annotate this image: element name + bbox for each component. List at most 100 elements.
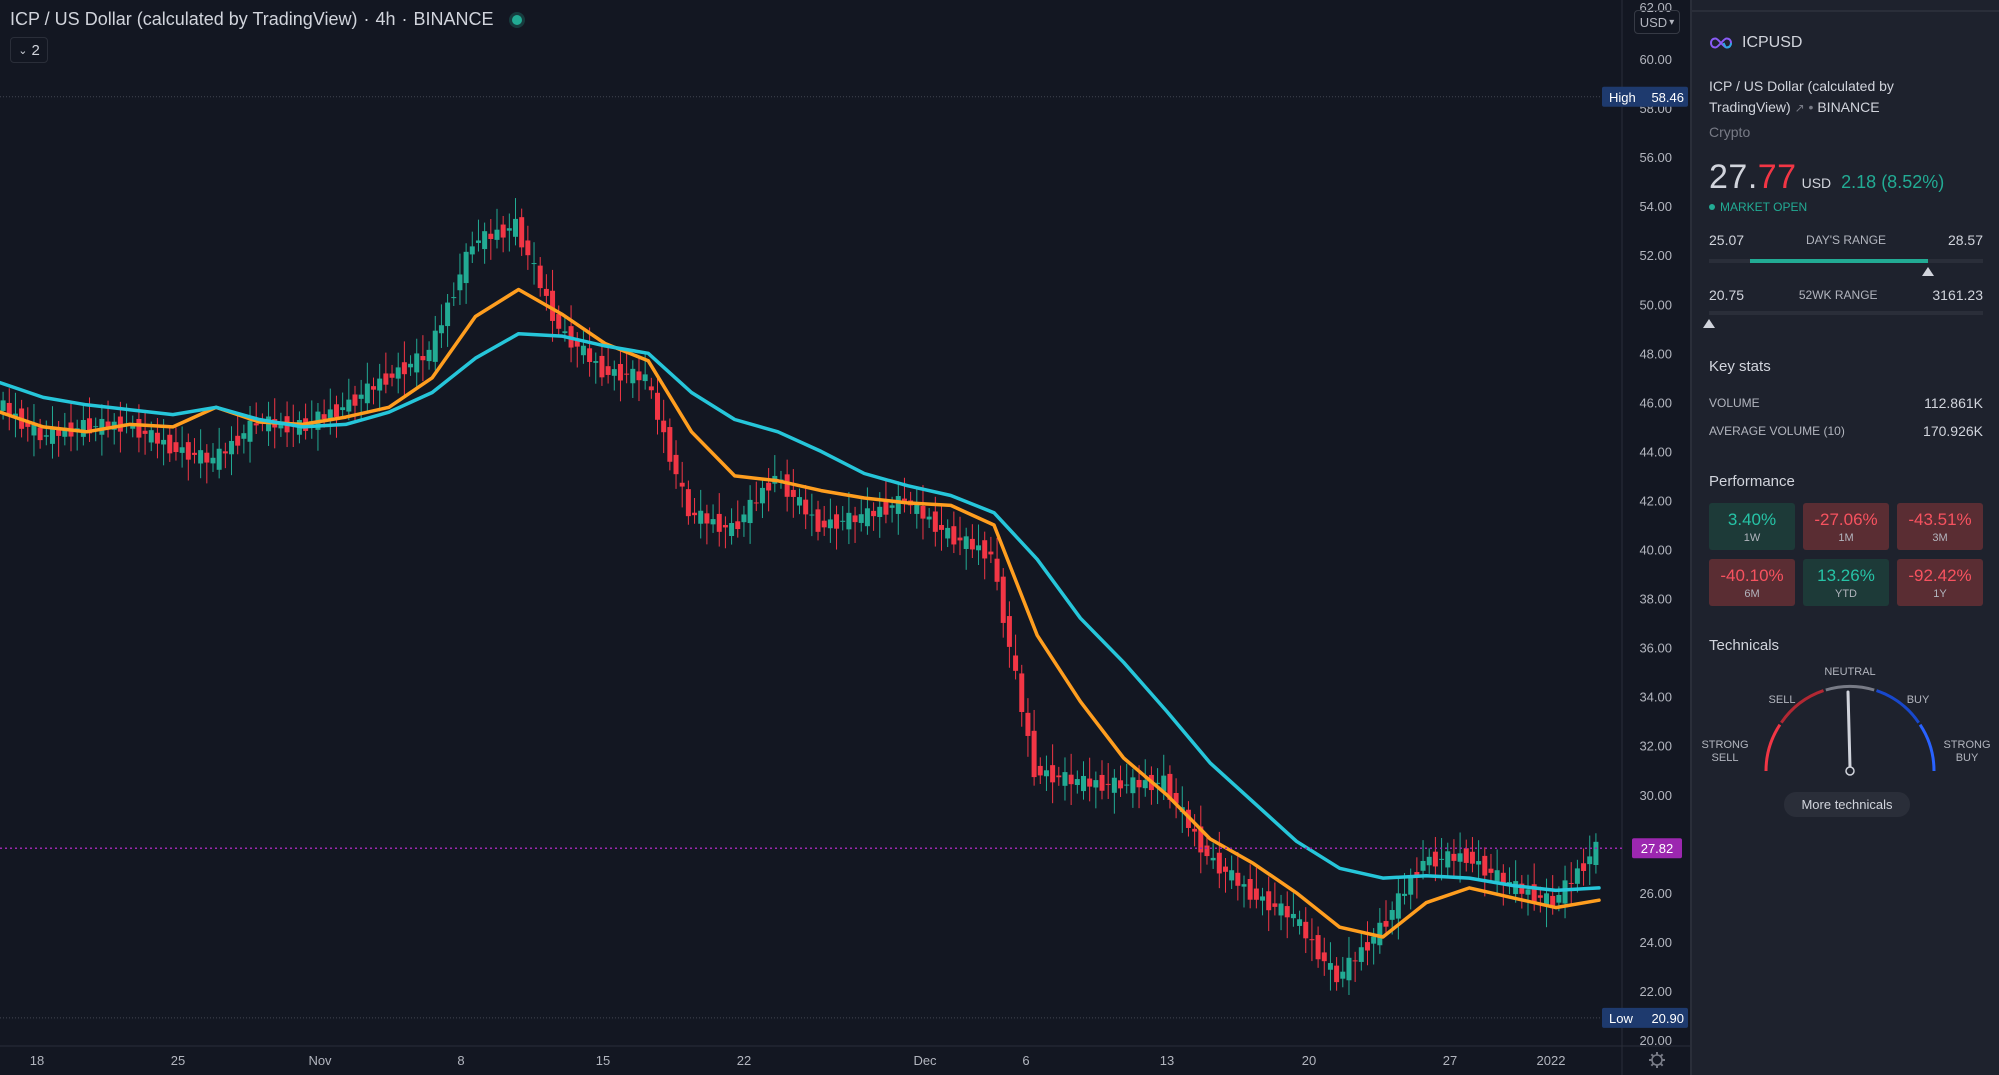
chart-legend[interactable]: ICP / US Dollar (calculated by TradingVi… xyxy=(10,9,522,30)
price-chart[interactable]: 62.0060.0058.0056.0054.0052.0050.0048.00… xyxy=(0,0,1690,1075)
candle-body xyxy=(556,314,562,329)
more-technicals-button[interactable]: More technicals xyxy=(1784,792,1910,817)
market-status-dot-icon xyxy=(511,14,522,25)
candle-body xyxy=(451,297,457,299)
candle-body xyxy=(1118,780,1124,789)
candle-body xyxy=(1229,870,1235,881)
price-axis-label: 48.00 xyxy=(1639,346,1672,361)
chart-area[interactable]: 62.00 60.00 58.00 56.00 54.00 52.00 50.00 48.00… xyxy=(0,0,1690,1075)
candle-body xyxy=(469,246,475,255)
candle-body xyxy=(1167,773,1173,800)
gear-tooth xyxy=(1659,1062,1664,1067)
price-axis-label: 24.00 xyxy=(1639,935,1672,950)
candle-body xyxy=(161,439,167,445)
external-link-icon[interactable]: ↗ xyxy=(1794,101,1805,115)
panel-divider[interactable] xyxy=(1690,0,1692,1075)
legend-symbol-title[interactable]: ICP / US Dollar (calculated by TradingVi… xyxy=(10,9,358,29)
candle-body xyxy=(241,433,247,439)
candle-body xyxy=(352,394,358,406)
last-price-badge: 27.82 xyxy=(1632,838,1682,859)
settings-gear-icon[interactable] xyxy=(1649,1052,1665,1068)
candle-body xyxy=(364,383,370,404)
candle-body xyxy=(630,368,636,384)
candle-body xyxy=(852,515,858,523)
performance-cell-1y[interactable]: -92.42% 1Y xyxy=(1897,559,1983,606)
currency-selector[interactable]: USD ▾ xyxy=(1634,10,1680,34)
candle-body xyxy=(1439,858,1445,860)
legend-exchange[interactable]: BINANCE xyxy=(413,9,494,29)
candle-body xyxy=(759,487,765,504)
candle-body xyxy=(673,454,679,475)
gauge-arc-neutral xyxy=(1825,685,1875,692)
candle-body xyxy=(1056,775,1062,778)
candle-body xyxy=(358,394,364,399)
candle-body xyxy=(105,421,111,429)
key-stats-title[interactable]: Key stats xyxy=(1709,358,1771,375)
candle-body xyxy=(1408,877,1414,895)
time-axis-label: 20 xyxy=(1302,1053,1316,1068)
time-axis-label: Nov xyxy=(308,1053,332,1068)
time-axis-label: 25 xyxy=(171,1053,185,1068)
legend-interval[interactable]: 4h xyxy=(375,9,396,29)
candle-body xyxy=(976,545,982,551)
candle-body xyxy=(1568,882,1574,884)
candle-body xyxy=(747,499,753,524)
average-volume-row: AVERAGE VOLUME (10) 170.926K xyxy=(1709,423,1983,439)
technicals-gauge: NEUTRAL SELL BUY STRONG SELL STRONG BUY xyxy=(1701,666,1991,776)
candle-body xyxy=(1525,889,1531,895)
candle-body xyxy=(1222,866,1228,872)
gauge-label-strong-buy-1: STRONG xyxy=(1943,739,1990,751)
candle-body xyxy=(1371,936,1377,944)
candle-body xyxy=(1000,576,1006,623)
candle-body xyxy=(1062,772,1068,786)
indicators-toggle-button[interactable]: ⌄ 2 xyxy=(10,37,48,63)
candle-body xyxy=(661,420,667,433)
high-badge-value: 58.46 xyxy=(1651,90,1684,105)
candle-body xyxy=(1420,860,1426,871)
candle-body xyxy=(932,511,938,532)
candle-body xyxy=(1290,913,1296,919)
candle-body xyxy=(1334,965,1340,983)
performance-cell-ytd[interactable]: 13.26% YTD xyxy=(1803,559,1889,606)
symbol-full-name[interactable]: ICP / US Dollar (calculated by TradingVi… xyxy=(1709,78,1894,115)
price-currency: USD xyxy=(1801,175,1832,191)
candle-body xyxy=(846,512,852,530)
candle-body xyxy=(389,373,395,378)
time-axis-label: 27 xyxy=(1443,1053,1457,1068)
candle-body xyxy=(1482,855,1488,876)
time-axis-label: 8 xyxy=(457,1053,464,1068)
candle-body xyxy=(148,430,154,443)
legend-separator: · xyxy=(401,9,408,29)
candle-body xyxy=(142,430,148,434)
candle-body xyxy=(797,497,802,506)
price-axis-label: 56.00 xyxy=(1639,150,1672,165)
last-price-frac: 77 xyxy=(1757,158,1797,196)
performance-cell-1w[interactable]: 3.40% 1W xyxy=(1709,503,1795,550)
gauge-arc-strong-buy xyxy=(1918,723,1936,772)
price-axis-label: 40.00 xyxy=(1639,543,1672,558)
performance-cell-6m[interactable]: -40.10% 6M xyxy=(1709,559,1795,606)
candle-body xyxy=(753,502,759,504)
indicator-count: 2 xyxy=(31,41,40,59)
candle-body xyxy=(1124,784,1130,786)
wk52-range-bar xyxy=(1703,311,1983,328)
gauge-needle xyxy=(1846,690,1852,769)
technicals-title[interactable]: Technicals xyxy=(1709,637,1780,654)
symbol-header[interactable]: ICPUSD xyxy=(1710,34,1802,52)
candle-body xyxy=(562,331,568,334)
wk52-range-high: 3161.23 xyxy=(1932,287,1983,303)
symbol-exchange[interactable]: BINANCE xyxy=(1817,99,1880,115)
performance-title[interactable]: Performance xyxy=(1709,473,1795,490)
candle-body xyxy=(963,536,969,549)
candle-body xyxy=(62,427,68,437)
candle-body xyxy=(130,424,136,429)
candle-body xyxy=(93,426,99,428)
performance-cell-1m[interactable]: -27.06% 1M xyxy=(1803,503,1889,550)
candle-body xyxy=(408,363,414,368)
symbol-ticker[interactable]: ICPUSD xyxy=(1742,34,1803,51)
price-axis-label: 46.00 xyxy=(1639,395,1672,410)
legend-separator: · xyxy=(363,9,370,29)
day-range-row: 25.07 DAY'S RANGE 28.57 xyxy=(1709,232,1983,248)
candle-body xyxy=(1031,730,1037,778)
performance-cell-3m[interactable]: -43.51% 3M xyxy=(1897,503,1983,550)
